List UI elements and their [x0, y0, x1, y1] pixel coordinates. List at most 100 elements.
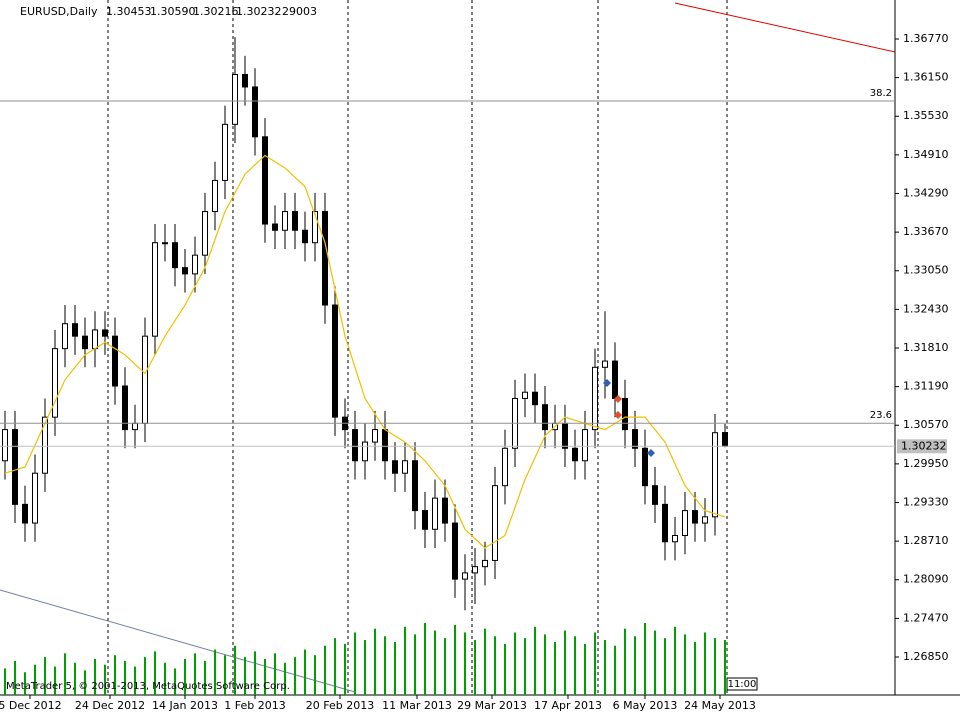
- volume-bar: [414, 634, 416, 695]
- volume-bar: [384, 636, 386, 695]
- volume-bar: [494, 636, 496, 695]
- candle-body: [642, 447, 648, 487]
- volume-bar: [194, 653, 196, 695]
- candle-body: [322, 211, 328, 306]
- volume-bar: [674, 626, 676, 695]
- candle-body: [202, 211, 208, 256]
- candle-body: [682, 510, 688, 537]
- candle-body: [252, 86, 258, 138]
- close-label: 1.30232: [236, 5, 282, 18]
- candle-body: [632, 429, 638, 449]
- time-box: [726, 677, 758, 691]
- low-label: 1.30216: [193, 5, 239, 18]
- candle-body: [312, 211, 318, 244]
- volume-label: 29003: [282, 5, 317, 18]
- volume-bar: [114, 655, 116, 695]
- candle-body: [22, 503, 28, 524]
- x-tick-label: 29 Mar 2013: [457, 699, 527, 712]
- candle-body: [432, 497, 438, 530]
- y-tick-label: 1.30570: [903, 418, 949, 431]
- volume-bar: [404, 626, 406, 695]
- volume-bar: [94, 659, 96, 695]
- volume-bar: [584, 643, 586, 695]
- volume-bar: [714, 638, 716, 695]
- volume-bar: [14, 660, 16, 695]
- volume-bar: [504, 643, 506, 695]
- x-tick-label: 20 Feb 2013: [306, 699, 374, 712]
- candle-body: [362, 441, 368, 462]
- volume-bar: [334, 638, 336, 695]
- trend-line: [674, 2, 896, 53]
- x-tick-label: 14 Jan 2013: [152, 699, 218, 712]
- volume-bar: [344, 643, 346, 695]
- volume-bar: [284, 662, 286, 695]
- candle-body: [182, 267, 188, 275]
- candle-body: [392, 460, 398, 474]
- volume-bar: [694, 641, 696, 695]
- y-tick-label: 1.28710: [903, 534, 949, 547]
- volume-bar: [434, 630, 436, 695]
- volume-bar: [464, 632, 466, 695]
- fibo-label: 38.2: [870, 88, 892, 99]
- volume-bar: [124, 660, 126, 695]
- candle-body: [662, 503, 668, 543]
- volume-bar: [24, 672, 26, 695]
- candle-body: [212, 179, 218, 213]
- volume-bar: [604, 640, 606, 695]
- volume-bar: [294, 657, 296, 695]
- volume-bar: [454, 624, 456, 695]
- open-label: 1.30453: [106, 5, 152, 18]
- y-tick-label: 1.33670: [903, 225, 949, 238]
- candle-body: [332, 304, 338, 418]
- volume-bar: [224, 655, 226, 695]
- volume-bar: [84, 670, 86, 695]
- candle-body: [82, 335, 88, 350]
- candle-body: [292, 211, 298, 231]
- volume-bar: [554, 641, 556, 695]
- volume-bar: [664, 638, 666, 695]
- candle-body: [132, 422, 138, 431]
- candle-body: [372, 429, 378, 443]
- candle-body: [472, 566, 478, 574]
- y-tick-label: 1.31810: [903, 341, 949, 354]
- volume-bar: [264, 659, 266, 695]
- x-tick-label: 6 May 2013: [613, 699, 678, 712]
- candle-body: [462, 572, 468, 580]
- y-tick-label: 1.28090: [903, 573, 949, 586]
- y-tick-label: 1.33050: [903, 264, 949, 277]
- volume-bar: [164, 662, 166, 695]
- candle-body: [562, 422, 568, 449]
- volume-bar: [654, 630, 656, 695]
- volume-bar: [324, 645, 326, 695]
- y-tick-label: 1.31190: [903, 380, 949, 393]
- volume-bar: [684, 634, 686, 695]
- candle-body: [142, 335, 148, 424]
- candle-body: [672, 535, 678, 543]
- y-tick-label: 1.29950: [903, 457, 949, 470]
- volume-bar: [314, 655, 316, 695]
- candle-body: [722, 432, 728, 447]
- price-tag: [897, 439, 947, 454]
- y-tick-label: 1.34290: [903, 186, 949, 199]
- candle-body: [92, 329, 98, 350]
- volume-bar: [444, 638, 446, 695]
- candle-body: [152, 242, 158, 337]
- candle-body: [602, 360, 608, 368]
- volume-bar: [204, 660, 206, 695]
- candle-body: [712, 432, 718, 518]
- volume-bar: [724, 640, 726, 695]
- candle-body: [12, 429, 18, 505]
- candle-body: [302, 229, 308, 244]
- x-tick-label: 1 Feb 2013: [224, 699, 285, 712]
- volume-bar: [44, 657, 46, 695]
- candle-body: [162, 242, 168, 245]
- candle-body: [192, 254, 198, 275]
- volume-bar: [34, 664, 36, 695]
- y-tick-label: 1.35530: [903, 109, 949, 122]
- y-tick-label: 1.26850: [903, 650, 949, 663]
- volume-layer: [4, 623, 726, 695]
- candle-body: [102, 329, 108, 337]
- candle-body: [412, 460, 418, 512]
- candle-body: [382, 429, 388, 462]
